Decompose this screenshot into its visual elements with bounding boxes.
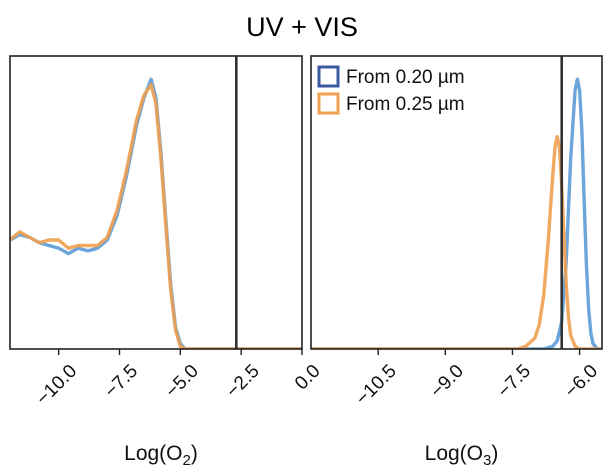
x-tick-label: −7.5	[101, 361, 142, 402]
legend-swatch	[317, 65, 340, 88]
x-axis-label: Log(O2)	[124, 442, 198, 468]
x-tick-label: −10.0	[32, 361, 81, 410]
x-axis-label: Log(O3)	[425, 442, 499, 468]
x-tick-label: −9.0	[427, 361, 468, 402]
legend: From 0.20 µm From 0.25 µm	[317, 65, 465, 115]
x-tick-label: 0.0	[291, 361, 325, 395]
x-tick-label: −6.0	[561, 361, 602, 402]
x-tick-label: −10.5	[352, 361, 401, 410]
x-tick-label: −7.5	[494, 361, 535, 402]
series-line-orange	[10, 83, 302, 349]
legend-swatch	[317, 92, 340, 115]
series-line-blue	[311, 77, 602, 349]
chart-title: UV + VIS	[246, 12, 358, 42]
x-tick-label: −2.5	[222, 361, 263, 402]
panel-o3: −10.5 −9.0 −7.5 −6.0 Log(O3)	[310, 55, 603, 468]
series-line-orange	[311, 134, 602, 349]
plot-frame	[9, 55, 303, 350]
panel-o2: −10.0 −7.5 −5.0 −2.5 0.0 Log(O2)	[9, 55, 325, 468]
plot-frame	[310, 55, 603, 350]
x-tick-label: −5.0	[162, 361, 203, 402]
legend-label: From 0.25 µm	[346, 94, 465, 115]
legend-label: From 0.20 µm	[346, 67, 465, 88]
